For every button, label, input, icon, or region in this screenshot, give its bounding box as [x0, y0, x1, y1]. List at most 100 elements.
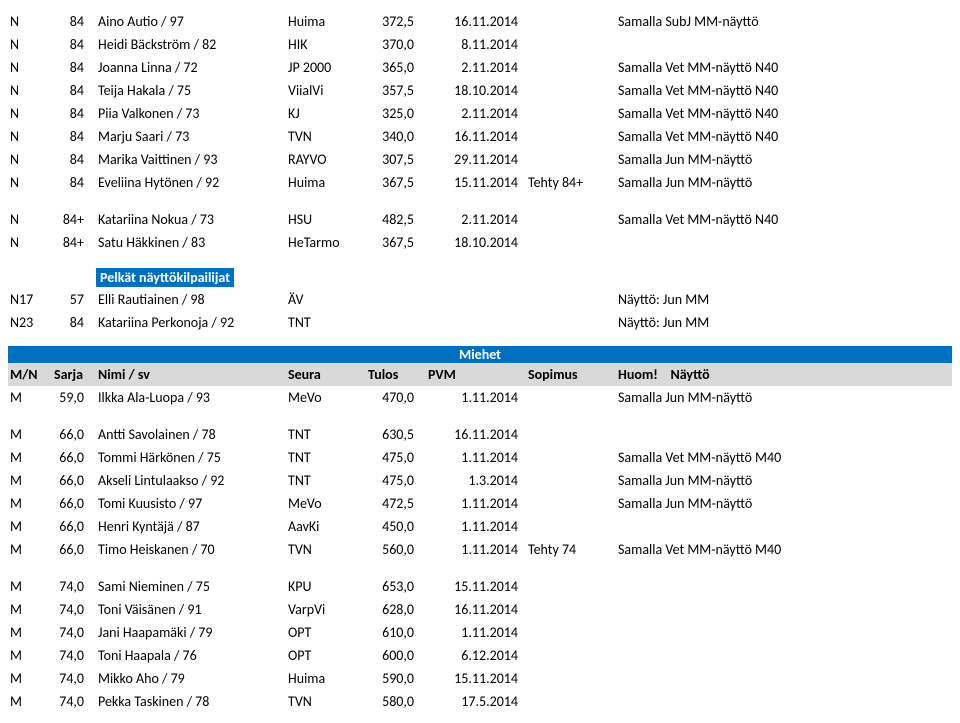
cell-date [426, 299, 526, 301]
cell-date: 29.11.2014 [426, 148, 526, 171]
cell-mn: M [8, 690, 52, 713]
cell-sarja: 84 [52, 125, 96, 148]
table-row: M74,0Pekka Taskinen / 78TVN580,017.5.201… [8, 690, 952, 713]
cell-name: Jani Haapamäki / 79 [96, 621, 286, 644]
cell-mn: N [8, 148, 52, 171]
cell-club: KJ [286, 102, 366, 125]
cell-note: Samalla Vet MM-näyttö N40 [616, 56, 936, 79]
cell-sarja: 66,0 [52, 515, 96, 538]
cell-club: AavKi [286, 515, 366, 538]
table-row: N84Heidi Bäckström / 82HIK370,08.11.2014 [8, 33, 952, 56]
cell-mn: M [8, 575, 52, 598]
table-row: N84Eveliina Hytönen / 92Huima367,515.11.… [8, 171, 952, 194]
cell-note: Näyttö: Jun MM [616, 311, 936, 334]
cell-club: VarpVi [286, 598, 366, 621]
cell-mn: M [8, 644, 52, 667]
cell-mn: M [8, 538, 52, 561]
spacer [8, 561, 952, 575]
cell-name: Katariina Nokua / 73 [96, 208, 286, 231]
cell-club: TNT [286, 469, 366, 492]
table-row: N2384Katariina Perkonoja / 92TNTNäyttö: … [8, 311, 952, 334]
cell-note: Samalla Vet MM-näyttö N40 [616, 125, 936, 148]
cell-mn: M [8, 515, 52, 538]
cell-name: Ilkka Ala-Luopa / 93 [96, 386, 286, 409]
cell-note: Samalla Jun MM-näyttö [616, 469, 936, 492]
cell-sarja: 84 [52, 171, 96, 194]
spacer [8, 194, 952, 208]
cell-name: Akseli Lintulaakso / 92 [96, 469, 286, 492]
header-sopimus: Sopimus [526, 363, 616, 386]
table-row: M74,0Toni Väisänen / 91VarpVi628,016.11.… [8, 598, 952, 621]
cell-name: Teija Hakala / 75 [96, 79, 286, 102]
table-row: N84Joanna Linna / 72JP 2000365,02.11.201… [8, 56, 952, 79]
cell-note: Samalla Vet MM-näyttö M40 [616, 446, 936, 469]
cell-name: Satu Häkkinen / 83 [96, 231, 286, 254]
header-mn: M/N [8, 363, 52, 386]
cell-sarja: 84+ [52, 231, 96, 254]
cell-mn: M [8, 386, 52, 409]
cell-note: Samalla Vet MM-näyttö N40 [616, 102, 936, 125]
cell-status: Tehty 84+ [526, 171, 616, 194]
cell-date: 15.11.2014 [426, 575, 526, 598]
cell-date: 18.10.2014 [426, 231, 526, 254]
cell-name: Marju Saari / 73 [96, 125, 286, 148]
cell-sarja: 84 [52, 33, 96, 56]
cell-score: 367,5 [366, 171, 426, 194]
cell-date: 1.11.2014 [426, 621, 526, 644]
cell-mn: M [8, 423, 52, 446]
cell-status [526, 526, 616, 528]
cell-status [526, 397, 616, 399]
header-pvm: PVM [426, 363, 526, 386]
section-title-pelkat: Pelkät näyttökilpailijat [96, 268, 234, 287]
header-nimi: Nimi / sv [96, 363, 286, 386]
cell-mn: N [8, 10, 52, 33]
cell-status [526, 219, 616, 221]
cell-name: Elli Rautiainen / 98 [96, 288, 286, 311]
cell-mn: M [8, 598, 52, 621]
cell-status: Tehty 74 [526, 538, 616, 561]
cell-status [526, 322, 616, 324]
cell-note [616, 242, 936, 244]
table-block-m59: M59,0Ilkka Ala-Luopa / 93MeVo470,01.11.2… [8, 386, 952, 409]
cell-club: TNT [286, 446, 366, 469]
cell-sarja: 84 [52, 102, 96, 125]
header-tulos: Tulos [366, 363, 426, 386]
table-block-m66: M66,0Antti Savolainen / 78TNT630,516.11.… [8, 423, 952, 561]
cell-date: 1.11.2014 [426, 492, 526, 515]
header-seura: Seura [286, 363, 366, 386]
cell-sarja: 59,0 [52, 386, 96, 409]
cell-note: Samalla SubJ MM-näyttö [616, 10, 936, 33]
cell-name: Sami Nieminen / 75 [96, 575, 286, 598]
cell-score: 307,5 [366, 148, 426, 171]
cell-date: 16.11.2014 [426, 125, 526, 148]
cell-date: 1.11.2014 [426, 538, 526, 561]
cell-score: 482,5 [366, 208, 426, 231]
cell-score: 340,0 [366, 125, 426, 148]
cell-score: 580,0 [366, 690, 426, 713]
cell-date: 8.11.2014 [426, 33, 526, 56]
cell-mn: N [8, 33, 52, 56]
cell-mn: M [8, 667, 52, 690]
section-band-miehet: Miehet [8, 346, 952, 363]
cell-club: OPT [286, 621, 366, 644]
cell-score: 630,5 [366, 423, 426, 446]
table-block-m74: M74,0Sami Nieminen / 75KPU653,015.11.201… [8, 575, 952, 713]
cell-status [526, 90, 616, 92]
cell-date: 15.11.2014 [426, 667, 526, 690]
cell-score: 357,5 [366, 79, 426, 102]
cell-name: Marika Vaittinen / 93 [96, 148, 286, 171]
cell-name: Joanna Linna / 72 [96, 56, 286, 79]
table-row: N84+Satu Häkkinen / 83HeTarmo367,518.10.… [8, 231, 952, 254]
cell-club: RAYVO [286, 148, 366, 171]
cell-status [526, 159, 616, 161]
cell-note [616, 655, 936, 657]
cell-score: 475,0 [366, 469, 426, 492]
cell-note [616, 434, 936, 436]
cell-club: OPT [286, 644, 366, 667]
cell-score: 475,0 [366, 446, 426, 469]
cell-club: Huima [286, 667, 366, 690]
cell-score: 472,5 [366, 492, 426, 515]
cell-sarja: 74,0 [52, 575, 96, 598]
cell-date: 1.3.2014 [426, 469, 526, 492]
table-block-n84: N84Aino Autio / 97Huima372,516.11.2014Sa… [8, 10, 952, 194]
